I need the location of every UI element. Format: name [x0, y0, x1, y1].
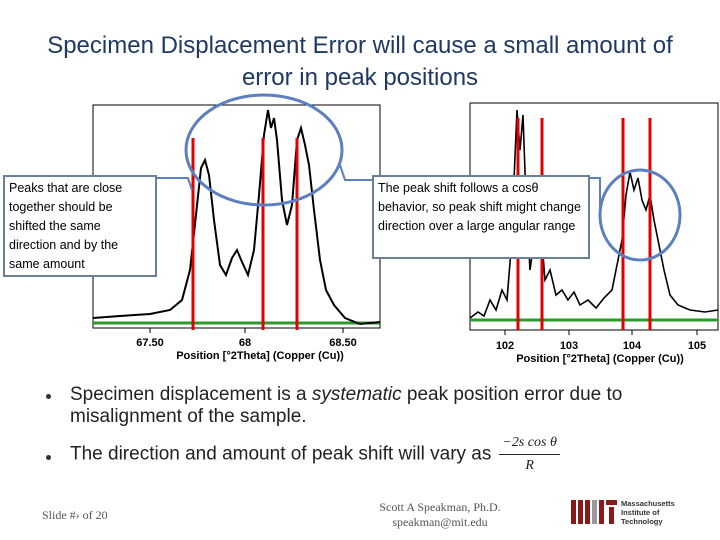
pointer	[157, 177, 193, 191]
bullet: Specimen displacement is a systematic pe…	[70, 384, 670, 428]
numerator: −2s cos θ	[499, 432, 560, 455]
bullet-dot	[46, 394, 51, 399]
x-tick-label: 102	[496, 340, 514, 352]
formula: −2s cos θ R	[499, 432, 560, 477]
callout: Peaks that are close together should be …	[3, 175, 157, 277]
logo-line: Massachusetts	[621, 499, 675, 508]
x-tick-label: 104	[623, 340, 642, 352]
bullet-emphasis: systematic	[311, 384, 402, 405]
author-block: Scott A Speakman, Ph.D. speakman@mit.edu	[360, 500, 520, 530]
logo-text: Massachusetts Institute of Technology	[621, 499, 675, 526]
bullet-text: The direction and amount of peak shift w…	[70, 443, 492, 465]
bullet: The direction and amount of peak shift w…	[70, 432, 670, 477]
bullet-dot	[46, 455, 51, 460]
x-axis-label: Position [°2Theta] (Copper (Cu))	[516, 353, 684, 365]
logo-line: Technology	[621, 517, 663, 526]
x-tick-label: 67.50	[136, 337, 164, 349]
slide-number: Slide #› of 20	[42, 508, 108, 522]
pointer	[590, 177, 601, 215]
bullet-text: Specimen displacement is a	[70, 384, 312, 405]
x-ticks	[504, 330, 698, 335]
x-tick-label: 68.50	[329, 337, 357, 349]
peak-markers	[191, 138, 299, 330]
x-ticks	[149, 328, 344, 333]
pointer	[339, 164, 372, 181]
denominator: R	[525, 458, 534, 473]
callout: The peak shift follows a cosθ behavior, …	[372, 175, 590, 259]
logo-line: Institute of	[621, 508, 660, 517]
slide-title: Specimen Displacement Error will cause a…	[47, 32, 673, 91]
bullet-text: peak position error due to misalignment …	[70, 384, 623, 427]
x-tick-label: 68	[239, 337, 251, 349]
highlight	[184, 93, 344, 207]
email: speakman@mit.edu	[392, 515, 488, 529]
x-axis-label: Position [°2Theta] (Copper (Cu))	[176, 350, 344, 362]
x-tick-label: 103	[560, 340, 578, 352]
author: Scott A Speakman, Ph.D.	[379, 500, 501, 514]
x-tick-label: 105	[688, 340, 706, 352]
